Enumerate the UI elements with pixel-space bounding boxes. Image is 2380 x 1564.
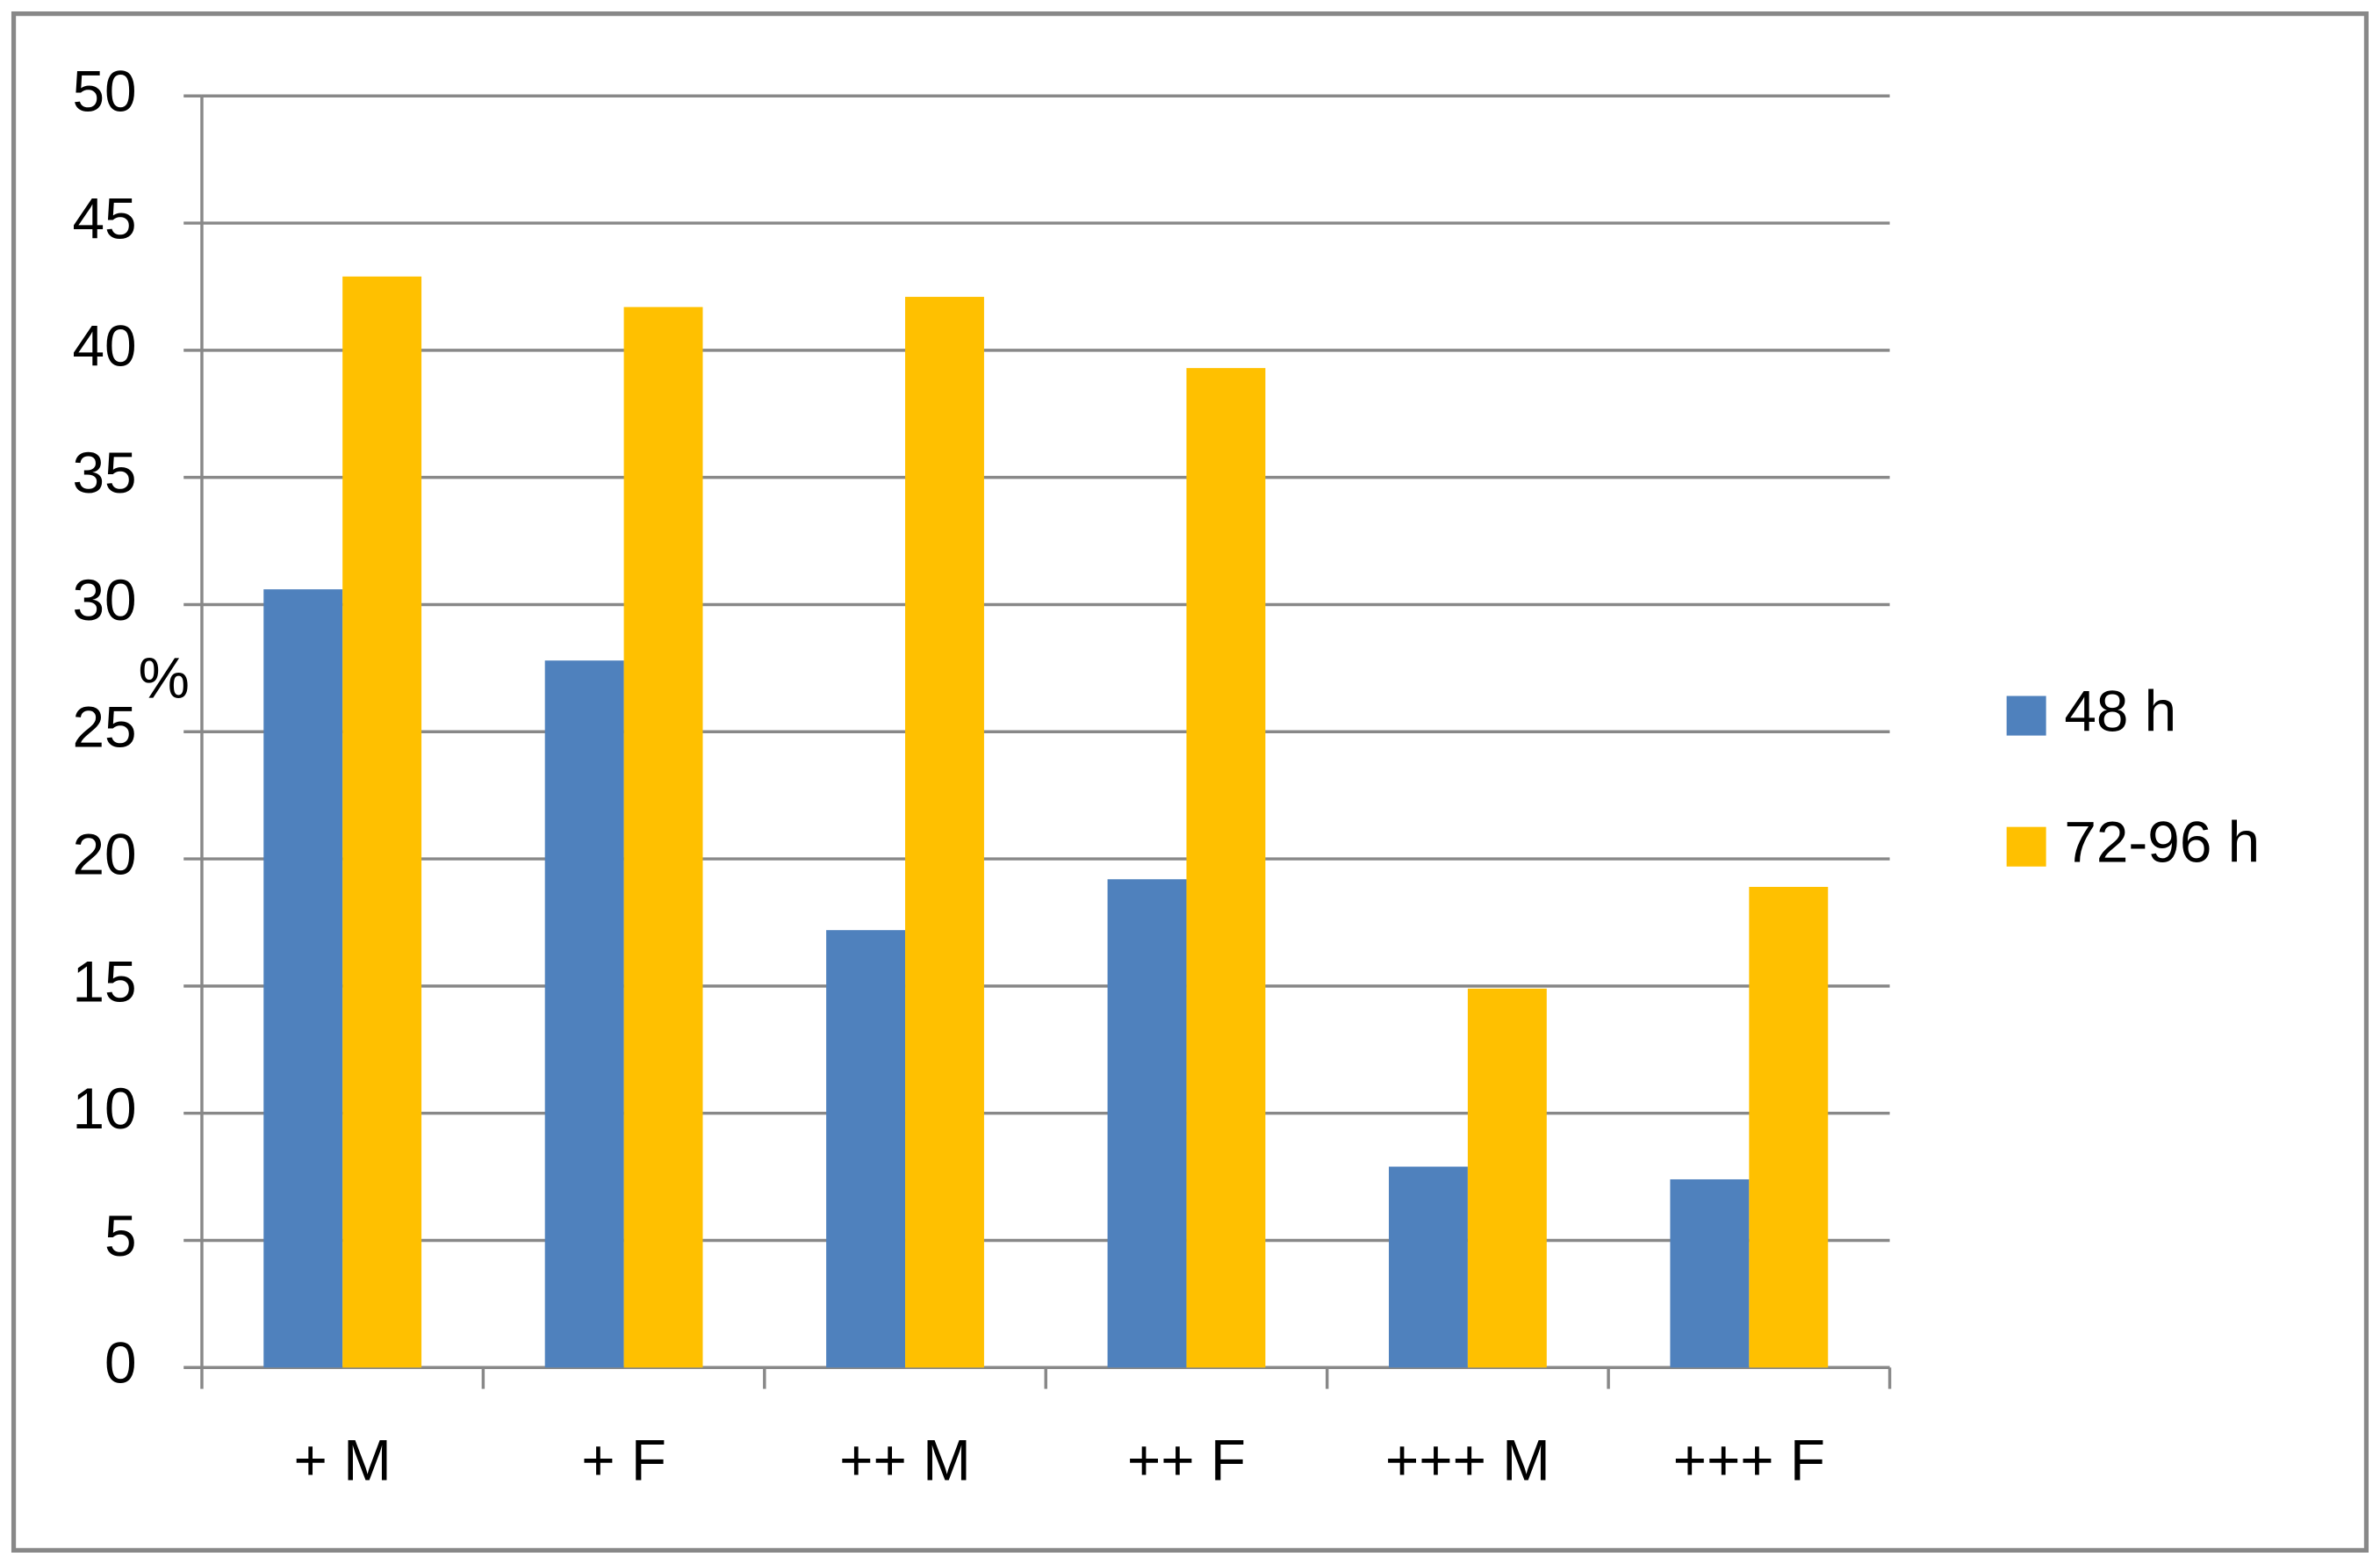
bar [623, 306, 703, 1368]
y-tick-label: 0 [104, 1330, 137, 1395]
y-axis-label: % [139, 645, 190, 710]
x-tick-label: ++ M [839, 1428, 971, 1493]
y-tick-label: 50 [73, 59, 137, 124]
y-tick-label: 40 [73, 313, 137, 378]
bar [1388, 1166, 1468, 1368]
y-tick-label: 35 [73, 440, 137, 505]
bar [263, 589, 343, 1368]
legend-swatch [2006, 696, 2046, 736]
legend-label: 72-96 h [2064, 810, 2260, 875]
x-tick-label: ++ F [1127, 1428, 1246, 1493]
y-tick-label: 45 [73, 185, 137, 250]
y-tick-label: 5 [104, 1203, 137, 1268]
bar [544, 660, 624, 1368]
bar [1749, 886, 1829, 1368]
bar [905, 297, 984, 1368]
x-tick-label: +++ F [1673, 1428, 1825, 1493]
legend-swatch [2006, 826, 2046, 867]
y-tick-label: 25 [73, 695, 137, 760]
bar [342, 276, 422, 1368]
legend-label: 48 h [2064, 678, 2176, 743]
x-tick-label: +++ M [1385, 1428, 1550, 1493]
bar [1186, 368, 1266, 1368]
y-tick-label: 15 [73, 948, 137, 1013]
bar [826, 930, 906, 1368]
y-tick-label: 30 [73, 567, 137, 632]
bar [1467, 988, 1547, 1368]
x-tick-label: + F [581, 1428, 666, 1493]
x-tick-label: + M [294, 1428, 392, 1493]
bar [1107, 879, 1187, 1368]
bar [1670, 1178, 1750, 1368]
y-tick-label: 10 [73, 1076, 137, 1141]
y-tick-label: 20 [73, 821, 137, 886]
